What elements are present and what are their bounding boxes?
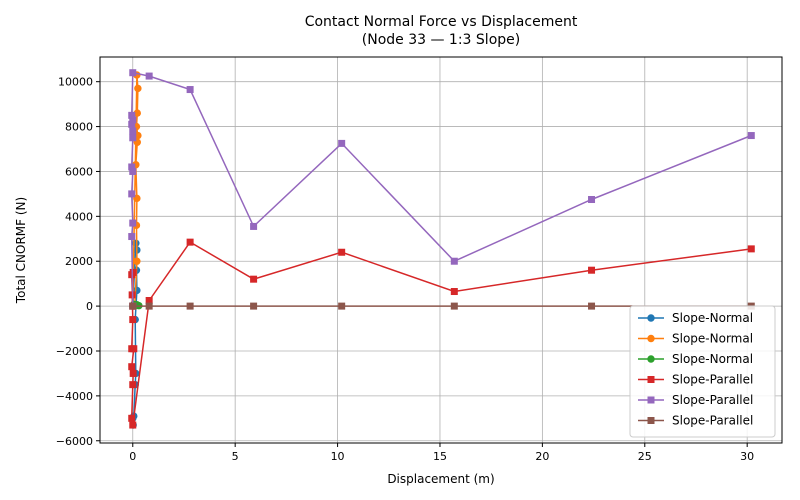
data-point	[747, 132, 755, 140]
data-point	[588, 266, 596, 274]
data-point	[450, 288, 458, 296]
legend-marker	[647, 334, 655, 343]
x-tick-label: 25	[638, 450, 652, 463]
data-point	[129, 421, 137, 429]
data-point	[250, 302, 258, 310]
legend-entry: Slope-Normal	[638, 352, 753, 366]
data-point	[129, 369, 137, 377]
y-tick-label: −2000	[56, 345, 93, 358]
data-point	[186, 86, 194, 94]
y-tick-label: 2000	[65, 255, 93, 268]
y-tick-label: −4000	[56, 390, 93, 403]
y-tick-label: 6000	[65, 165, 93, 178]
data-point	[128, 233, 136, 241]
data-point	[130, 345, 138, 353]
data-point	[128, 111, 136, 119]
data-point	[129, 167, 137, 175]
data-point	[145, 296, 153, 304]
data-point	[450, 257, 458, 265]
legend-entry: Slope-Parallel	[638, 414, 753, 428]
legend-entry: Slope-Normal	[638, 332, 753, 346]
data-point	[338, 302, 346, 310]
data-point	[450, 302, 458, 310]
data-point	[128, 414, 136, 422]
x-tick-label: 10	[331, 450, 345, 463]
legend-marker	[647, 376, 655, 383]
y-tick-label: 8000	[65, 121, 93, 134]
data-point	[129, 116, 137, 124]
data-point	[128, 163, 136, 171]
y-tick-label: −6000	[56, 435, 93, 448]
legend-marker	[647, 314, 655, 322]
y-axis: −6000 −4000 −2000 0 2000 4000 6000 8000 10000	[56, 76, 100, 448]
data-point	[588, 302, 596, 310]
legend-label: Slope-Normal	[672, 332, 753, 346]
legend-marker	[647, 417, 655, 424]
data-point	[250, 275, 258, 283]
data-point	[129, 302, 137, 310]
legend-label: Slope-Parallel	[672, 393, 753, 407]
x-axis: 0 5 10 15 20 25 30	[129, 443, 754, 463]
legend-box	[629, 305, 776, 438]
data-point	[129, 219, 137, 227]
data-point	[129, 381, 137, 389]
x-tick-label: 30	[740, 450, 754, 463]
data-point	[129, 268, 137, 276]
y-tick-label: 4000	[65, 210, 93, 223]
data-point	[186, 302, 194, 310]
y-axis-label: Total CNORMF (N)	[14, 197, 28, 304]
legend-marker	[647, 355, 655, 363]
data-point	[129, 69, 137, 77]
data-point	[128, 363, 136, 371]
data-point	[128, 120, 136, 128]
legend-entry: Slope-Parallel	[638, 373, 753, 387]
data-point	[134, 84, 142, 93]
x-tick-label: 15	[433, 450, 447, 463]
data-point	[129, 127, 137, 135]
y-tick-label: 10000	[58, 76, 93, 89]
legend: Slope-Normal Slope-Normal Slope-Normal Slop…	[629, 305, 776, 438]
x-tick-label: 5	[232, 450, 239, 463]
legend-label: Slope-Normal	[672, 311, 753, 325]
data-point	[186, 238, 194, 246]
data-point	[338, 139, 346, 147]
data-point	[145, 302, 153, 310]
series-5	[128, 69, 755, 310]
y-tick-label: 0	[86, 300, 93, 313]
legend-entry: Slope-Normal	[638, 311, 753, 325]
chart-title: Contact Normal Force vs Displacement	[305, 14, 578, 30]
data-point	[145, 72, 153, 80]
data-point	[129, 134, 137, 142]
plot-frame	[99, 56, 783, 444]
data-point	[250, 222, 258, 230]
legend-label: Slope-Parallel	[672, 414, 753, 428]
legend-entry: Slope-Parallel	[638, 393, 753, 407]
series-layer	[128, 69, 755, 429]
x-tick-label: 0	[129, 450, 136, 463]
chart-subtitle: (Node 33 — 1:3 Slope)	[362, 32, 520, 48]
data-point	[747, 245, 755, 253]
x-axis-label: Displacement (m)	[387, 472, 494, 486]
data-point	[133, 109, 141, 117]
legend-label: Slope-Parallel	[672, 373, 753, 387]
x-tick-label: 20	[535, 450, 549, 463]
data-point	[588, 196, 596, 204]
legend-label: Slope-Normal	[672, 352, 753, 366]
data-point	[129, 316, 137, 324]
legend-marker	[647, 396, 655, 404]
data-point	[128, 190, 136, 198]
data-point	[338, 248, 346, 256]
data-point	[133, 257, 141, 265]
